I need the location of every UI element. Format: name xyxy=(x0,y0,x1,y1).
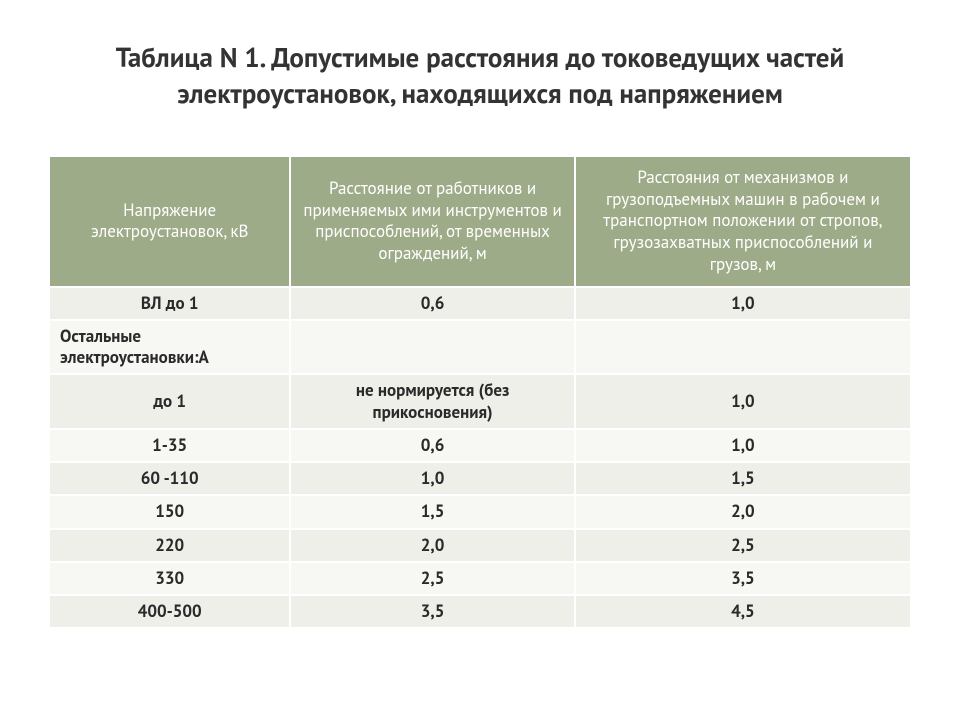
table-cell: 2,5 xyxy=(575,529,911,562)
col-header-machines: Расстояния от механизмов и грузоподъемны… xyxy=(575,156,911,287)
table-cell: Остальные электроустановки:А xyxy=(49,320,290,375)
col-header-voltage: Напряжение электроустановок, кВ xyxy=(49,156,290,287)
table-cell: 150 xyxy=(49,495,290,528)
table-cell: 1,5 xyxy=(290,495,574,528)
table-cell: 220 xyxy=(49,529,290,562)
table-row: 1501,52,0 xyxy=(49,495,911,528)
table-cell: 1,5 xyxy=(575,462,911,495)
table-cell: 0,6 xyxy=(290,287,574,320)
table-cell xyxy=(575,320,911,375)
table-row: до 1не нормируется (без прикосновения)1,… xyxy=(49,374,911,429)
table-body: ВЛ до 10,61,0Остальные электроустановки:… xyxy=(49,287,911,629)
table-cell: 1,0 xyxy=(575,287,911,320)
table-cell: 1,0 xyxy=(575,429,911,462)
table-cell: 4,5 xyxy=(575,595,911,628)
table-cell: 1,0 xyxy=(290,462,574,495)
table-cell: 60 -110 xyxy=(49,462,290,495)
page-title: Таблица N 1. Допустимые расстояния до то… xyxy=(48,40,912,113)
table-cell: 2,0 xyxy=(290,529,574,562)
table-cell: 2,5 xyxy=(290,562,574,595)
table-cell: 3,5 xyxy=(575,562,911,595)
table-cell xyxy=(290,320,574,375)
table-row: ВЛ до 10,61,0 xyxy=(49,287,911,320)
table-cell: 2,0 xyxy=(575,495,911,528)
table-row: 2202,02,5 xyxy=(49,529,911,562)
table-cell: 3,5 xyxy=(290,595,574,628)
table-cell: 1,0 xyxy=(575,374,911,429)
table-cell: не нормируется (без прикосновения) xyxy=(290,374,574,429)
table-row: 60 -1101,01,5 xyxy=(49,462,911,495)
table-cell: 330 xyxy=(49,562,290,595)
table-row: 1-350,61,0 xyxy=(49,429,911,462)
table-cell: 1-35 xyxy=(49,429,290,462)
table-cell: 400-500 xyxy=(49,595,290,628)
distances-table: Напряжение электроустановок, кВ Расстоян… xyxy=(48,155,912,630)
table-cell: до 1 xyxy=(49,374,290,429)
table-row: 3302,53,5 xyxy=(49,562,911,595)
table-row: Остальные электроустановки:А xyxy=(49,320,911,375)
table-cell: ВЛ до 1 xyxy=(49,287,290,320)
table-header-row: Напряжение электроустановок, кВ Расстоян… xyxy=(49,156,911,287)
table-row: 400-5003,54,5 xyxy=(49,595,911,628)
col-header-workers: Расстояние от работников и применяемых и… xyxy=(290,156,574,287)
table-cell: 0,6 xyxy=(290,429,574,462)
